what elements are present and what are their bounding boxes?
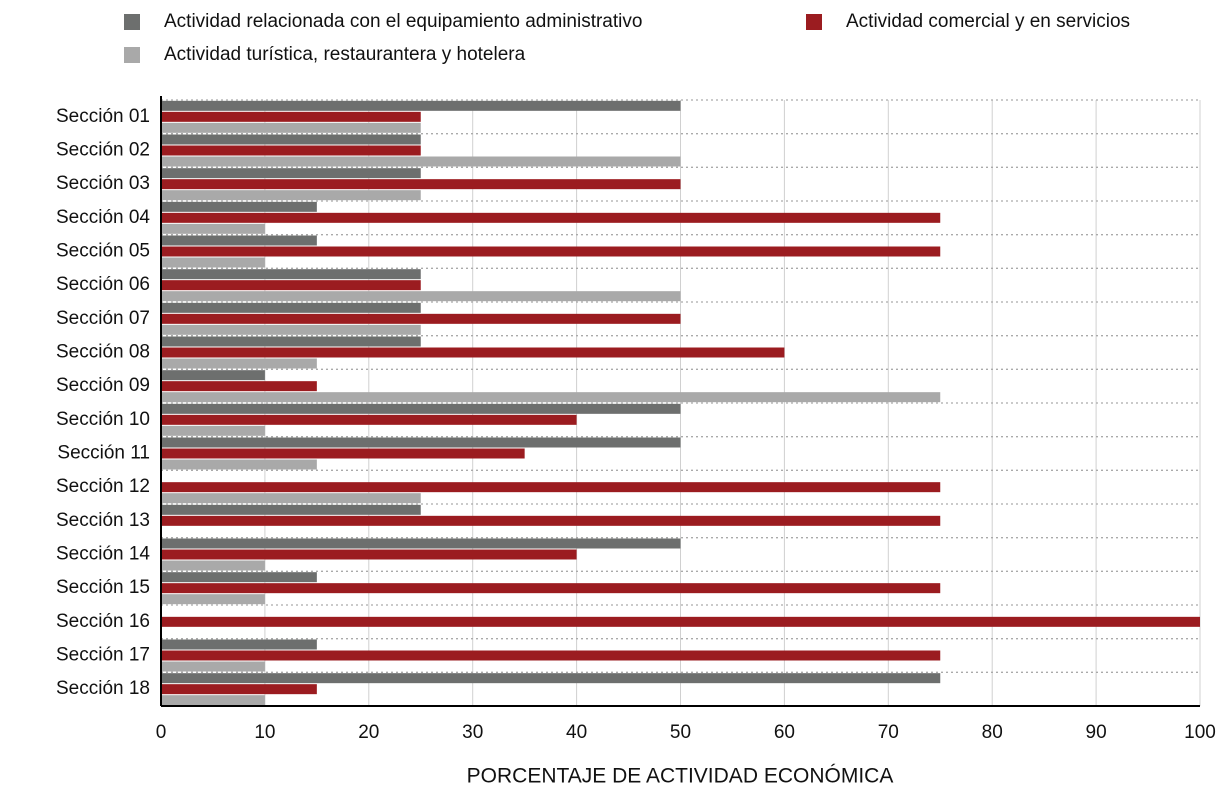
y-tick-label: Sección 09 <box>56 375 150 396</box>
bar <box>161 684 317 695</box>
bar <box>161 100 681 111</box>
x-tick-label: 10 <box>254 722 275 743</box>
bar <box>161 639 317 650</box>
y-tick-label: Sección 03 <box>56 173 150 194</box>
y-tick-label: Sección 07 <box>56 308 150 329</box>
legend-swatch <box>806 14 822 30</box>
bar <box>161 122 421 133</box>
legend-label: Actividad relacionada con el equipamient… <box>164 11 642 32</box>
bar <box>161 347 785 358</box>
y-tick-label: Sección 08 <box>56 342 150 363</box>
x-tick-label: 40 <box>566 722 587 743</box>
bar <box>161 336 421 347</box>
bar <box>161 168 421 179</box>
y-tick-label: Sección 16 <box>56 611 150 632</box>
bar <box>161 504 421 515</box>
legend-label: Actividad turística, restaurantera y hot… <box>164 44 526 65</box>
y-tick-label: Sección 17 <box>56 645 150 666</box>
legend-swatch <box>124 47 140 63</box>
x-tick-label: 90 <box>1086 722 1107 743</box>
bar <box>161 695 265 706</box>
bar <box>161 381 317 392</box>
bar <box>161 493 421 504</box>
bar <box>161 459 317 470</box>
bar <box>161 246 941 257</box>
bar <box>161 313 681 324</box>
legend-label: Actividad comercial y en servicios <box>846 11 1130 32</box>
bar <box>161 269 421 280</box>
bar <box>161 572 317 583</box>
y-tick-label: Sección 05 <box>56 241 150 262</box>
y-tick-label: Sección 12 <box>56 476 150 497</box>
bar <box>161 661 265 672</box>
bar <box>161 482 941 493</box>
bar <box>161 515 941 526</box>
bar <box>161 392 941 403</box>
bar <box>161 134 421 145</box>
bar <box>161 616 1200 627</box>
bar <box>161 223 265 234</box>
bar <box>161 302 421 313</box>
bar <box>161 370 265 381</box>
y-tick-label: Sección 10 <box>56 409 150 430</box>
bar <box>161 673 941 684</box>
y-tick-label: Sección 02 <box>56 140 150 161</box>
bar <box>161 156 681 167</box>
bar <box>161 437 681 448</box>
y-tick-label: Sección 14 <box>56 544 150 565</box>
legend-swatch <box>124 14 140 30</box>
bar <box>161 358 317 369</box>
bar <box>161 212 941 223</box>
x-axis-title: PORCENTAJE DE ACTIVIDAD ECONÓMICA <box>467 765 894 788</box>
bar <box>161 179 681 190</box>
y-tick-label: Sección 18 <box>56 678 150 699</box>
bar <box>161 594 265 605</box>
bar <box>161 414 577 425</box>
bar <box>161 538 681 549</box>
bar <box>161 650 941 661</box>
bar <box>161 291 681 302</box>
bar <box>161 583 941 594</box>
x-tick-label: 70 <box>878 722 899 743</box>
bar <box>161 549 577 560</box>
x-tick-label: 50 <box>670 722 691 743</box>
bar <box>161 560 265 571</box>
y-tick-label: Sección 15 <box>56 577 150 598</box>
bar <box>161 425 265 436</box>
bar <box>161 190 421 201</box>
x-tick-label: 80 <box>982 722 1003 743</box>
y-tick-label: Sección 01 <box>56 106 150 127</box>
x-tick-label: 60 <box>774 722 795 743</box>
bar <box>161 201 317 212</box>
bar <box>161 324 421 335</box>
y-tick-label: Sección 06 <box>56 274 150 295</box>
x-tick-label: 0 <box>156 722 167 743</box>
bar <box>161 235 317 246</box>
bar <box>161 280 421 291</box>
x-tick-label: 100 <box>1184 722 1216 743</box>
y-tick-label: Sección 13 <box>56 510 150 531</box>
bar <box>161 111 421 122</box>
y-tick-label: Sección 04 <box>56 207 150 228</box>
x-tick-label: 20 <box>358 722 379 743</box>
bar <box>161 448 525 459</box>
y-tick-label: Sección 11 <box>57 443 150 464</box>
bar <box>161 257 265 268</box>
bar <box>161 145 421 156</box>
x-tick-label: 30 <box>462 722 483 743</box>
bar <box>161 403 681 414</box>
